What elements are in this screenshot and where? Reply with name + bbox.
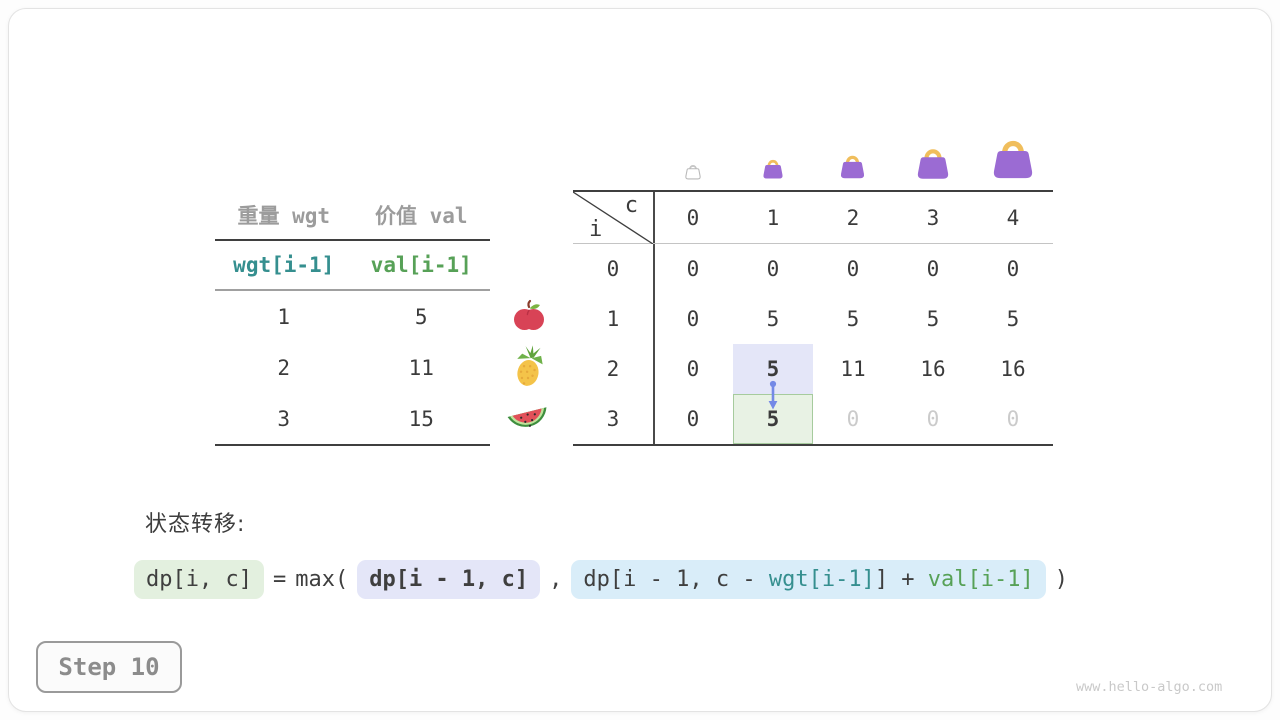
take-wgt-term: wgt[i-1] xyxy=(768,567,875,592)
transition-formula: dp[i, c] = max( dp[i - 1, c] , dp[i - 1,… xyxy=(134,560,1068,599)
bag-icon-capacity-1 xyxy=(763,159,783,179)
dp-cell-r0-c0: 0 xyxy=(686,257,700,281)
item-row-3: 3 15 xyxy=(215,393,490,444)
item-1-weight: 1 xyxy=(277,304,291,329)
wgt-var-label: wgt[i-1] xyxy=(233,253,335,277)
bag-icon-capacity-0 xyxy=(685,165,701,180)
dp-cell-r1-c3: 5 xyxy=(926,307,940,331)
dp-cell-r1-c0: 0 xyxy=(686,307,700,331)
dp-cell-r2-c0: 0 xyxy=(686,357,700,381)
bag-icon-capacity-3 xyxy=(917,149,949,179)
items-table: 重量 wgt 价值 val wgt[i-1] val[i-1] 1 5 2 11… xyxy=(215,190,490,446)
take-prefix: dp[i - 1, c - xyxy=(583,567,769,592)
take-mid: ] + xyxy=(874,567,928,592)
dp-row-2: 2 0 5 11 16 16 xyxy=(573,344,1053,394)
dp-row-1: 1 0 5 5 5 5 xyxy=(573,294,1053,344)
dp-cell-r3-c3: 0 xyxy=(926,407,940,431)
step-badge: Step 10 xyxy=(36,641,182,693)
dp-cell-r2-c4: 16 xyxy=(1000,357,1026,381)
dp-cell-r3-c2: 0 xyxy=(846,407,860,431)
dp-row-header-2: 2 xyxy=(606,357,620,381)
items-header-weight: 重量 wgt xyxy=(237,203,331,228)
dp-table-header-row: c i 0 1 2 3 4 xyxy=(573,192,1053,244)
site-watermark: www.hello-algo.com xyxy=(1076,679,1223,695)
dp-cell-r0-c3: 0 xyxy=(926,257,940,281)
dp-cell-r2-c3: 16 xyxy=(920,357,946,381)
take-val-term: val[i-1] xyxy=(927,567,1034,592)
dp-cell-r3-c0: 0 xyxy=(686,407,700,431)
formula-max-open: max( xyxy=(295,567,349,592)
dp-col-header-3: 3 xyxy=(926,205,940,230)
pineapple-icon xyxy=(517,345,543,386)
dp-table: c i 0 1 2 3 4 0 0 0 0 0 0 1 0 5 5 5 xyxy=(573,190,1053,446)
item-row-1: 1 5 xyxy=(215,291,490,342)
item-2-weight: 2 xyxy=(277,355,291,380)
items-header-value: 价值 val xyxy=(374,203,468,228)
dp-cell-r1-c4: 5 xyxy=(1006,307,1020,331)
dp-cell-r1-c2: 5 xyxy=(846,307,860,331)
formula-lhs: dp[i, c] xyxy=(134,560,264,599)
dp-cell-r0-c1: 0 xyxy=(766,257,780,281)
transition-arrow-icon xyxy=(768,380,778,410)
item-2-value: 11 xyxy=(408,355,434,380)
apple-icon xyxy=(514,299,544,330)
dp-cell-r3-c4: 0 xyxy=(1006,407,1020,431)
corner-diagonal-line xyxy=(573,192,653,244)
item-row-2: 2 11 xyxy=(215,342,490,393)
dp-col-header-1: 1 xyxy=(766,205,780,230)
dp-table-vertical-divider xyxy=(653,192,655,444)
dp-row-header-3: 3 xyxy=(606,407,620,431)
dp-row-header-1: 1 xyxy=(606,307,620,331)
formula-close-paren: ) xyxy=(1054,567,1069,592)
dp-col-header-2: 2 xyxy=(846,205,860,230)
corner-col-var: c xyxy=(624,193,638,218)
dp-row-header-0: 0 xyxy=(606,257,620,281)
dp-row-3: 3 0 5 0 0 0 xyxy=(573,394,1053,444)
dp-cell-r0-c2: 0 xyxy=(846,257,860,281)
dp-cell-r0-c4: 0 xyxy=(1006,257,1020,281)
dp-col-header-0: 0 xyxy=(686,205,700,230)
dp-cell-r2-c2: 11 xyxy=(840,357,866,381)
formula-equals: = xyxy=(272,567,287,592)
bag-icon-capacity-4 xyxy=(993,140,1033,179)
watermelon-icon xyxy=(507,407,547,427)
items-table-var-row: wgt[i-1] val[i-1] xyxy=(215,241,490,291)
formula-keep-option: dp[i - 1, c] xyxy=(357,560,541,599)
bag-icon-capacity-2 xyxy=(840,155,865,179)
dp-corner-cell: c i xyxy=(573,192,653,244)
val-var-label: val[i-1] xyxy=(370,253,472,277)
item-1-value: 5 xyxy=(414,304,428,329)
formula-take-option: dp[i - 1, c - wgt[i-1]] + val[i-1] xyxy=(571,560,1046,599)
dp-table-body: 0 0 0 0 0 0 1 0 5 5 5 5 2 0 5 11 16 xyxy=(573,244,1053,444)
item-3-value: 15 xyxy=(408,406,434,431)
dp-col-header-4: 4 xyxy=(1006,205,1020,230)
dp-row-0: 0 0 0 0 0 0 xyxy=(573,244,1053,294)
corner-row-var: i xyxy=(589,217,603,242)
transfer-heading: 状态转移: xyxy=(145,512,246,537)
items-table-header: 重量 wgt 价值 val xyxy=(215,190,490,241)
formula-comma: , xyxy=(549,567,563,592)
item-3-weight: 3 xyxy=(277,406,291,431)
dp-cell-r1-c1: 5 xyxy=(766,307,780,331)
